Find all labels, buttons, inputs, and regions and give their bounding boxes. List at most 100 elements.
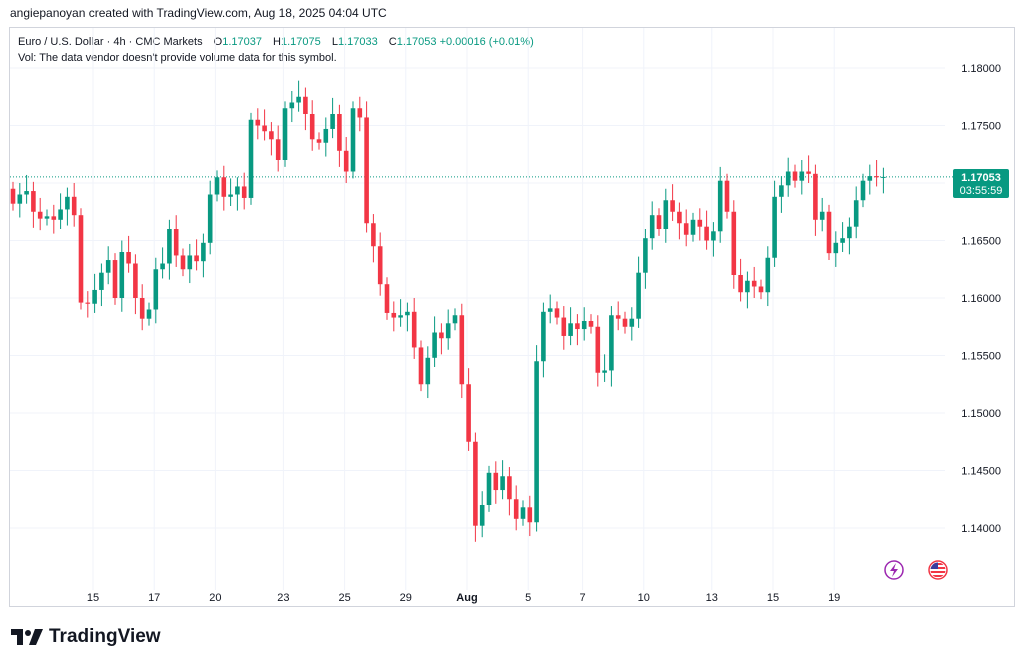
candle-body (411, 311, 417, 348)
candle-body (58, 209, 63, 220)
candle-body (799, 171, 805, 181)
candle (228, 178, 233, 206)
candle (629, 307, 635, 341)
candle-body (153, 269, 159, 310)
candle (31, 181, 36, 228)
x-tick-label: 29 (400, 592, 412, 604)
x-tick-label: 13 (706, 592, 718, 604)
candle-body (303, 96, 308, 114)
candle-body (78, 215, 84, 303)
tradingview-logo-icon (11, 629, 43, 645)
candle-body (92, 289, 97, 304)
candle (201, 233, 206, 278)
candle-body (126, 252, 131, 264)
candle (241, 172, 247, 210)
candle-body (221, 177, 227, 197)
candle (112, 253, 118, 305)
brand-name: TradingView (49, 626, 161, 647)
candle (690, 212, 696, 242)
candle (65, 187, 70, 226)
candle (534, 345, 539, 532)
candle-body (432, 332, 437, 358)
candle-body (853, 200, 859, 227)
candle-body (765, 257, 771, 293)
candle-body (493, 472, 499, 491)
candle-body (99, 272, 104, 290)
candle-body (31, 191, 36, 212)
candle-body (602, 370, 607, 373)
candle (139, 284, 145, 331)
candle (813, 164, 818, 236)
candle-body (405, 311, 410, 316)
candle-body (636, 272, 641, 319)
candle-body (262, 125, 267, 132)
candle-body (418, 347, 424, 385)
candle-body (527, 507, 533, 523)
candle-body (541, 311, 546, 362)
candle (71, 183, 77, 227)
candle-body (425, 357, 431, 385)
candle (24, 174, 29, 204)
candle-body (629, 318, 635, 327)
candle (411, 298, 417, 359)
change-value: +0.00016 (+0.01%) (439, 36, 534, 48)
candle-body (160, 263, 165, 270)
candle (425, 346, 431, 399)
candle-body (568, 323, 573, 336)
us-flag-icon[interactable] (928, 560, 948, 580)
candle (303, 87, 308, 131)
symbol-name[interactable]: Euro / U.S. Dollar · 4h · CMC Markets (18, 36, 203, 48)
candle-body (806, 171, 811, 174)
candle-body (609, 315, 614, 371)
candle-body (779, 185, 784, 197)
candle (248, 112, 254, 205)
candle (51, 204, 57, 234)
candle-body (534, 361, 539, 523)
candle (622, 311, 628, 334)
candle (758, 279, 764, 300)
candles (10, 80, 886, 542)
candle-body (309, 114, 315, 140)
candle (99, 263, 104, 307)
candle (432, 316, 437, 367)
candle-body (588, 321, 594, 327)
lightning-icon[interactable] (884, 560, 904, 580)
candle (826, 204, 832, 261)
candle-body (85, 302, 91, 304)
candle-body (323, 128, 329, 143)
tradingview-logo[interactable]: TradingView (11, 626, 161, 648)
candle-body (255, 119, 261, 126)
candle (479, 491, 485, 538)
candle-body (833, 242, 839, 254)
candle-body (479, 505, 485, 526)
candle (309, 100, 315, 151)
candle-body (711, 231, 716, 241)
candle (840, 222, 845, 252)
candle (10, 181, 16, 211)
candle-body (391, 312, 397, 318)
candle-body (547, 308, 553, 312)
y-tick-label: 1.18000 (961, 63, 1001, 75)
candle-body (275, 139, 281, 160)
candle (881, 167, 886, 194)
candle-body (44, 216, 50, 219)
candle (819, 197, 825, 232)
candle-body (615, 315, 621, 319)
candle (867, 164, 873, 195)
candle (445, 309, 451, 350)
candle (330, 97, 335, 139)
candle (85, 291, 91, 318)
candle (323, 117, 329, 157)
candle (575, 314, 580, 346)
candle (384, 277, 390, 320)
candle (636, 256, 641, 328)
candle (874, 160, 879, 187)
candle-body (17, 194, 23, 204)
y-tick-label: 1.16500 (961, 236, 1001, 248)
candle (683, 209, 689, 247)
candle (486, 465, 492, 512)
y-axis: 1.180001.175001.170001.165001.160001.155… (961, 63, 1001, 535)
last-price-badge-bg (953, 169, 1009, 198)
candle (833, 231, 839, 267)
